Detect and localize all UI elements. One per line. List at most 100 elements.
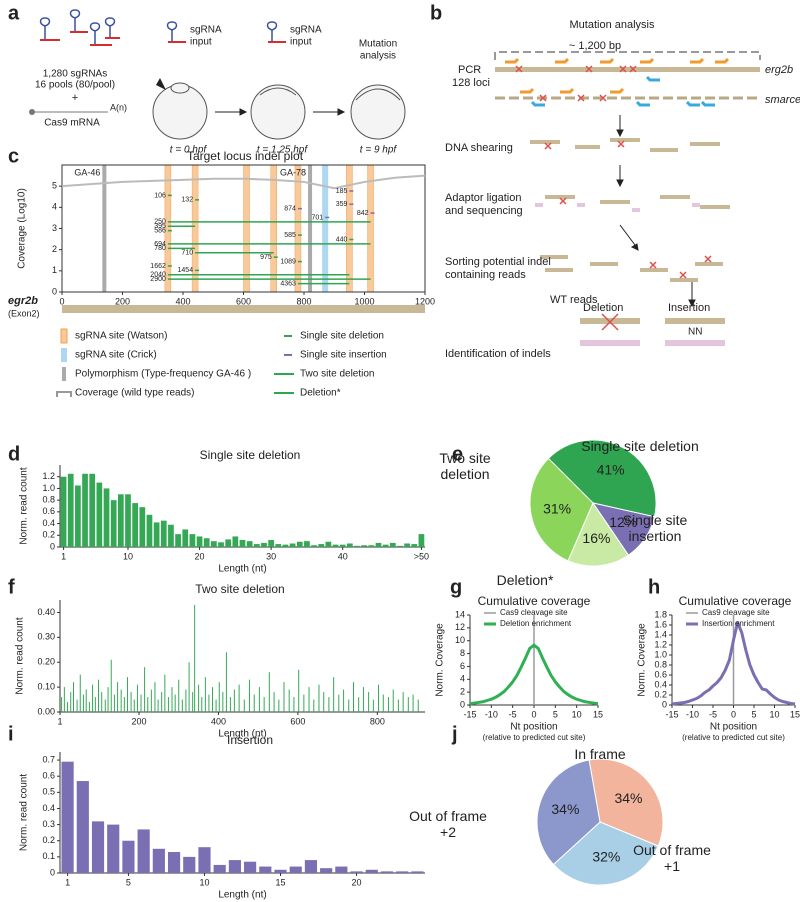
x-tick-label: 0 [531,709,536,719]
step-text: Sorting potential indel [445,256,551,268]
y-tick-label: 0.1 [42,851,55,861]
x-tick-label: >50 [414,551,429,561]
x-tick-label: 5 [553,709,558,719]
panel-letter: a [8,2,20,24]
sgrna-targets [40,31,286,46]
watson-site [294,164,302,293]
polymorphism [102,165,107,292]
panel-letter: b [430,2,442,24]
bar [152,848,165,873]
x-tick-label: -5 [509,709,517,719]
crick-site [322,165,329,292]
legend-label: Cas9 cleavage site [500,608,568,617]
step-text: Adaptor ligation [445,192,521,204]
bar [318,544,325,547]
bar [122,840,135,873]
y-tick-label: 0 [460,699,465,709]
bar [117,494,124,547]
bar [91,821,105,873]
x-tick-label: -15 [463,709,476,719]
x-tick-label: 10 [572,709,582,719]
panel-letter: e [452,443,463,465]
deletion-label: 106 [154,192,166,199]
bar [82,473,88,547]
x-tick-label: 10 [769,709,779,719]
span-bracket [494,51,761,60]
bar [213,864,226,873]
y-axis-label: Norm. read count [15,617,26,694]
x-tick-label: 5 [751,709,756,719]
deletion-label: 586 [154,228,166,235]
y-tick-label: 2 [460,687,465,697]
panel-letter: i [8,723,14,745]
slice-label: In frame [574,746,626,762]
y-axis-label: Norm. Coverage [435,623,446,697]
slice-label: Two site deletion [439,450,491,482]
legend-label: Single site deletion [300,331,384,342]
y-tick-label: 0 [662,699,667,709]
chart-title: Insertion [227,733,273,747]
bar [253,544,260,547]
nn-text: NN [688,327,702,338]
bar [198,847,211,873]
y-axis-label: Norm. Coverage [637,623,648,697]
y-tick-label: 0.6 [42,506,55,516]
gene-bar [62,305,425,313]
panel-a: a 1,280 sgRNAs 16 pools (80/pool) + A(n)… [8,2,406,156]
polymorphism-label: GA-46 [74,167,100,177]
bar [167,852,181,873]
step-text: and sequencing [445,205,523,217]
slice-label: Deletion* [496,572,554,588]
bar [274,869,287,873]
x-tick-label: 0 [731,709,736,719]
time-label: t = 0 hpf [170,145,208,156]
x-tick-label: 1000 [354,296,374,306]
slice-label: Single site deletion [581,438,699,454]
bar [268,539,274,547]
chart-title: Target locus indel plot [187,149,304,163]
bar [304,860,318,873]
pool-text: 1,280 sgRNAs [43,69,107,80]
x-tick-label: -10 [686,709,699,719]
x-axis-label: Length (nt) [218,564,266,575]
x-tick-label: -10 [485,709,498,719]
x-tick-label: 200 [115,296,130,306]
deletion-label: 395 [154,223,166,230]
x-axis-label: Length (nt) [218,890,266,901]
insertion-label: 185 [336,188,348,195]
embryos [152,82,406,140]
watson-site [243,164,250,293]
deletion-label: 1662 [150,263,166,270]
insertion-label: 701 [311,214,323,221]
y-tick-label: 14 [455,609,465,619]
y-tick-label: 0.6 [42,771,55,781]
pie-slice [588,758,664,847]
step-text: containing reads [445,269,526,281]
bar [96,482,103,547]
x-axis-label: Nt position [710,722,757,733]
y-tick-label: 0.10 [37,681,55,691]
x-tick-label: 20 [195,551,205,561]
x-tick-label: 10 [199,877,209,887]
bar [354,545,360,547]
watson-site [367,164,374,293]
x-tick-label: 30 [266,551,276,561]
step-text: DNA shearing [445,142,513,154]
step-text: analysis [360,51,396,62]
adaptors [535,203,725,346]
legend-label: Insertion enrichment [702,619,775,628]
bar [61,761,74,873]
pie-slice [552,821,659,886]
x-tick-label: 1200 [415,296,435,306]
bar [261,542,267,547]
y-tick-label: 0.40 [37,607,55,617]
bar [107,824,120,873]
slice-value-label: 34% [551,801,579,817]
deletion-label: 132 [181,197,193,204]
bar [182,529,189,547]
gene-name: smarce1 [765,94,800,106]
bar [160,520,167,547]
x-tick-label: 800 [370,716,385,726]
insertion-label: 874 [284,205,296,212]
